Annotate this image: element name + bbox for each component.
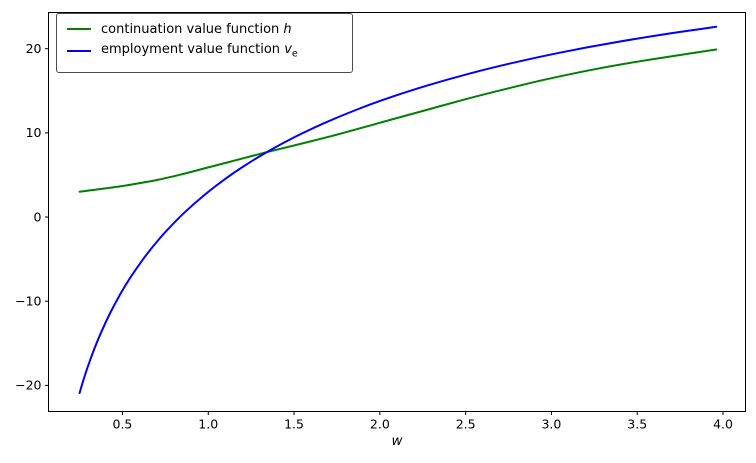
axes-spines (48, 12, 746, 412)
legend-line-swatch-ve (67, 49, 91, 53)
legend-label-employment-value: employment value function ve (101, 42, 298, 60)
continuation-value-curve (78, 48, 718, 193)
x-tick-label: 2.0 (370, 417, 390, 432)
x-tick-label: 0.5 (113, 417, 133, 432)
y-tick-label: −10 (15, 294, 41, 309)
legend-line-swatch-h (67, 27, 91, 31)
y-tick-label: 0 (34, 209, 42, 224)
x-tick-label: 4.0 (713, 417, 733, 432)
math-sub-e: e (291, 48, 298, 60)
y-tick-label: 10 (26, 125, 42, 140)
x-tick-label: 1.5 (284, 417, 304, 432)
y-tick-label: −20 (15, 378, 41, 393)
legend-item-continuation-value: continuation value function h (67, 18, 352, 40)
legend-item-employment-value: employment value function ve (67, 40, 352, 62)
x-tick-label: 1.0 (198, 417, 218, 432)
legend: continuation value function h employment… (56, 13, 353, 73)
x-axis-label: w (391, 433, 403, 449)
x-tick-label: 3.0 (541, 417, 561, 432)
math-var-h: h (283, 21, 292, 37)
employment-value-curve (78, 25, 718, 394)
x-tick-label: 2.5 (456, 417, 476, 432)
math-var-v: v (284, 42, 292, 58)
y-tick-label: 20 (26, 41, 42, 56)
x-tick-label: 3.5 (627, 417, 647, 432)
legend-label-continuation-value: continuation value function h (101, 21, 292, 37)
